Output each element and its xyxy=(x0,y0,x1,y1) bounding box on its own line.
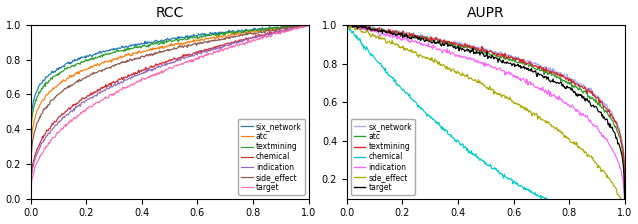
six_network xyxy=(302,24,309,26)
atc xyxy=(137,52,145,54)
atc xyxy=(202,37,209,39)
textmining xyxy=(229,32,237,35)
Line: chemical: chemical xyxy=(31,25,309,199)
indication xyxy=(27,197,34,200)
Line: textmining: textmining xyxy=(31,25,309,199)
indication xyxy=(227,43,235,46)
indication xyxy=(229,42,237,45)
target xyxy=(60,125,68,127)
side_effect xyxy=(229,36,237,38)
side_effect xyxy=(60,88,68,90)
Title: AUPR: AUPR xyxy=(467,6,505,19)
atc xyxy=(60,79,68,82)
side_effect xyxy=(27,197,34,200)
atc xyxy=(305,24,313,26)
target xyxy=(202,53,209,56)
indication xyxy=(60,116,68,119)
six_network xyxy=(227,30,235,33)
target xyxy=(117,88,125,91)
target xyxy=(137,78,145,81)
atc xyxy=(117,57,125,60)
target xyxy=(27,197,34,200)
indication xyxy=(305,24,313,26)
chemical xyxy=(227,42,235,44)
target xyxy=(305,24,313,26)
Line: indication: indication xyxy=(31,25,309,199)
textmining xyxy=(117,49,125,52)
indication xyxy=(117,80,125,83)
six_network xyxy=(202,35,209,38)
textmining xyxy=(227,30,235,33)
chemical xyxy=(137,70,145,72)
side_effect xyxy=(202,40,209,43)
chemical xyxy=(117,77,125,80)
Line: six_network: six_network xyxy=(31,25,309,199)
atc xyxy=(227,32,235,35)
six_network xyxy=(117,46,125,49)
Line: target: target xyxy=(31,25,309,199)
chemical xyxy=(60,112,68,115)
six_network xyxy=(305,24,313,26)
textmining xyxy=(60,69,68,71)
side_effect xyxy=(117,61,125,64)
atc xyxy=(229,34,237,36)
Line: side_effect: side_effect xyxy=(31,25,309,199)
Line: atc: atc xyxy=(31,25,309,199)
side_effect xyxy=(227,36,235,39)
target xyxy=(229,45,237,47)
side_effect xyxy=(137,55,145,58)
target xyxy=(227,44,235,47)
Legend: six_network, atc, textmining, chemical, indication, side_effect, target: six_network, atc, textmining, chemical, … xyxy=(238,119,305,195)
chemical xyxy=(229,41,237,44)
textmining xyxy=(279,24,286,26)
textmining xyxy=(137,47,145,49)
chemical xyxy=(27,197,34,200)
chemical xyxy=(202,48,209,51)
atc xyxy=(27,197,34,200)
Legend: sx_network, atc, textmining, chemical, indication, sde_effect, target: sx_network, atc, textmining, chemical, i… xyxy=(351,119,415,195)
six_network xyxy=(60,66,68,68)
chemical xyxy=(305,24,313,26)
six_network xyxy=(229,29,237,32)
Title: RCC: RCC xyxy=(156,6,184,19)
six_network xyxy=(27,197,34,200)
indication xyxy=(202,49,209,52)
textmining xyxy=(305,24,313,26)
indication xyxy=(302,24,309,26)
side_effect xyxy=(305,24,313,26)
textmining xyxy=(202,34,209,37)
chemical xyxy=(301,24,309,26)
textmining xyxy=(27,197,34,200)
atc xyxy=(296,24,304,26)
side_effect xyxy=(297,24,304,26)
indication xyxy=(137,72,145,75)
six_network xyxy=(137,43,145,45)
